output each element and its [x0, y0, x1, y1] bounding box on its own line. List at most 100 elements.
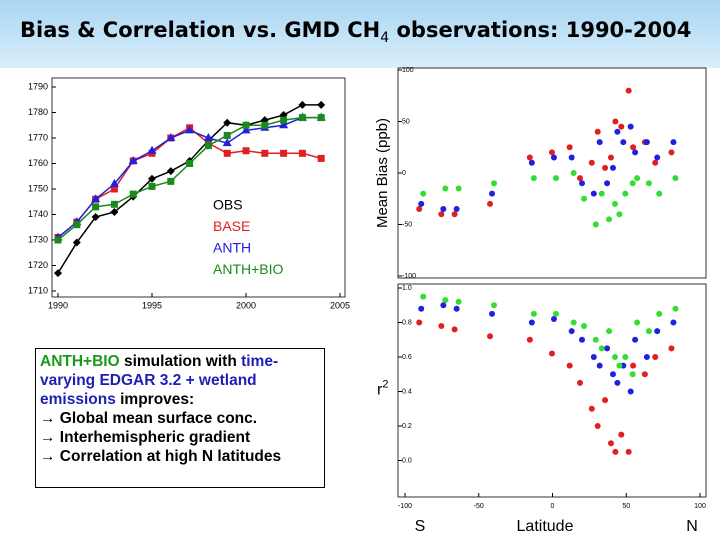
point [656, 310, 663, 317]
marker [242, 147, 250, 155]
point [630, 144, 637, 151]
point [670, 319, 677, 326]
point [530, 175, 537, 182]
point [451, 211, 458, 218]
point [634, 319, 641, 326]
marker [54, 236, 62, 244]
point [570, 319, 577, 326]
y-tick-label: 0.8 [402, 319, 412, 326]
point [616, 362, 623, 369]
title-text: observations: 1990-2004 [389, 18, 692, 42]
bullet: → Correlation at high N latitudes [40, 448, 282, 465]
y-tick-label: 1720 [28, 260, 48, 270]
intro-text: improves: [115, 391, 195, 408]
point [625, 87, 632, 94]
marker [166, 167, 175, 176]
marker [91, 213, 100, 222]
point [668, 149, 675, 156]
marker [241, 125, 251, 134]
point [643, 139, 650, 146]
marker [91, 194, 101, 203]
point [672, 175, 679, 182]
point [622, 354, 629, 360]
point [420, 190, 427, 197]
y-tick-label: -50 [402, 221, 412, 228]
point [451, 326, 458, 333]
point [577, 379, 583, 386]
x-end-label: N [686, 518, 698, 535]
point [570, 170, 577, 176]
point [566, 362, 573, 369]
y-tick-label: 1.0 [402, 285, 412, 292]
marker [109, 178, 119, 187]
point [568, 328, 575, 335]
point [654, 328, 661, 335]
title-text: Bias & Correlation vs. GMD CH [20, 18, 381, 42]
x-tick-label: 1995 [142, 300, 162, 310]
y-axis-label: r2 [377, 378, 388, 398]
x-tick-label: -100 [398, 503, 412, 510]
point [620, 139, 627, 146]
marker [261, 121, 269, 129]
point [627, 388, 634, 395]
point [625, 448, 632, 455]
point [641, 371, 648, 378]
point [592, 221, 599, 228]
title-bar [0, 0, 720, 68]
point [577, 175, 583, 182]
marker [223, 131, 231, 139]
point [614, 379, 621, 386]
marker [223, 118, 232, 127]
point [622, 190, 629, 197]
point [598, 345, 605, 352]
intro-text: ANTH+BIO [40, 353, 120, 370]
intro-text: time-varying EDGAR 3.2 + wetland emissio… [40, 353, 279, 408]
legend-label: BASE [213, 218, 250, 234]
point [652, 159, 659, 166]
marker [167, 177, 175, 185]
point [438, 322, 445, 329]
point [602, 397, 609, 404]
point [453, 206, 460, 213]
y-tick-label: 1760 [28, 158, 48, 168]
x-tick-label: 2005 [330, 300, 350, 310]
point [632, 149, 639, 156]
title-subscript: 4 [380, 30, 390, 47]
point [607, 154, 614, 161]
point [612, 448, 619, 455]
marker [298, 114, 306, 122]
point [550, 316, 557, 323]
point [627, 123, 634, 130]
series-line [57, 116, 322, 239]
marker [148, 182, 156, 190]
point [438, 211, 445, 218]
marker [92, 203, 100, 211]
point [550, 154, 557, 161]
point [416, 319, 423, 326]
point [590, 354, 597, 360]
point [634, 175, 641, 182]
point [528, 159, 535, 166]
point [668, 345, 675, 352]
point [418, 200, 425, 207]
legend-label: ANTH+BIO [213, 261, 284, 277]
marker [110, 185, 118, 193]
legend-label: OBS [213, 197, 243, 213]
point [630, 362, 637, 369]
point [656, 190, 663, 197]
point [526, 336, 533, 343]
point [611, 354, 618, 360]
point [548, 149, 555, 156]
point [604, 345, 611, 352]
point [645, 180, 652, 187]
marker [110, 200, 118, 208]
bullet: → Interhemispheric gradient [40, 429, 251, 446]
plot-frame [51, 77, 346, 298]
x-end-label: S [415, 518, 426, 535]
point [614, 128, 621, 135]
point [548, 350, 555, 357]
marker [298, 149, 306, 157]
point [611, 200, 618, 207]
